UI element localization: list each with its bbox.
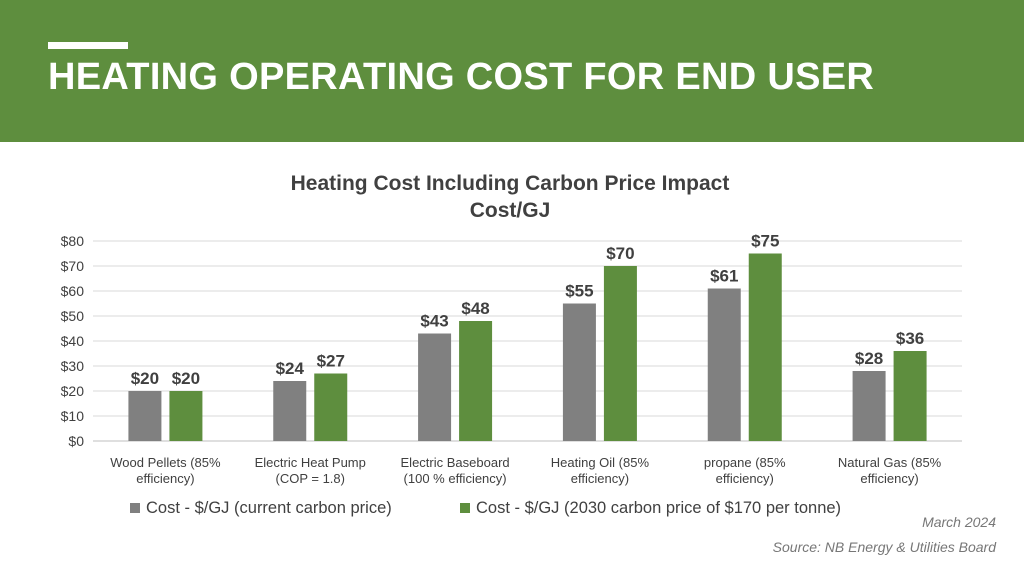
bar-current [418,333,452,441]
x-tick-label: Electric Heat Pump [255,455,366,470]
data-label: $43 [420,312,448,331]
x-tick-label: efficiency) [136,471,194,486]
title-banner: HEATING OPERATING COST FOR END USER [0,0,1024,142]
page-title: HEATING OPERATING COST FOR END USER [48,56,875,98]
data-label: $20 [172,369,200,388]
y-tick-label: $60 [61,283,85,299]
y-tick-label: $10 [61,408,85,424]
y-tick-label: $40 [61,333,85,349]
data-label: $27 [317,352,345,371]
bar-2030 [459,321,493,441]
x-tick-label: (COP = 1.8) [276,471,345,486]
x-tick-label: Natural Gas (85% [838,455,942,470]
x-tick-label: efficiency) [860,471,918,486]
x-tick-label: Wood Pellets (85% [110,455,221,470]
chart-subtitle: Cost/GJ [470,199,551,222]
x-tick-label: propane (85% [704,455,786,470]
data-label: $70 [606,244,634,263]
x-tick-label: efficiency) [716,471,774,486]
bar-current [707,288,741,441]
x-tick-label: (100 % efficiency) [404,471,507,486]
bar-2030 [748,253,782,441]
heating-cost-chart: Heating Cost Including Carbon Price Impa… [61,172,962,517]
bar-2030 [603,266,637,441]
data-label: $24 [276,359,305,378]
date-note: March 2024 [922,514,996,530]
source-note: Source: NB Energy & Utilities Board [772,539,996,555]
x-tick-label: Heating Oil (85% [551,455,650,470]
y-tick-label: $20 [61,383,85,399]
y-tick-label: $30 [61,358,85,374]
y-tick-label: $70 [61,258,85,274]
banner-accent-bar [48,42,128,49]
data-label: $20 [131,369,159,388]
y-tick-label: $0 [68,433,84,449]
data-label: $28 [855,349,883,368]
data-label: $61 [710,267,738,286]
legend-label: Cost - $/GJ (current carbon price) [146,499,392,517]
data-label: $75 [751,232,779,251]
data-label: $48 [461,299,489,318]
legend-swatch-2030 [460,503,470,513]
bar-2030 [314,373,348,441]
bar-current [273,381,307,441]
x-tick-label: Electric Baseboard [401,455,510,470]
x-tick-label: efficiency) [571,471,629,486]
legend-label: Cost - $/GJ (2030 carbon price of $170 p… [476,499,841,517]
bar-current [128,391,162,441]
data-label: $55 [565,282,593,301]
bar-current [852,371,886,441]
bar-2030 [169,391,203,441]
bar-2030 [893,351,927,441]
chart-title: Heating Cost Including Carbon Price Impa… [291,172,730,195]
data-label: $36 [896,329,924,348]
bar-current [562,303,596,441]
y-tick-label: $80 [61,233,85,249]
legend-swatch-current [130,503,140,513]
y-tick-label: $50 [61,308,85,324]
